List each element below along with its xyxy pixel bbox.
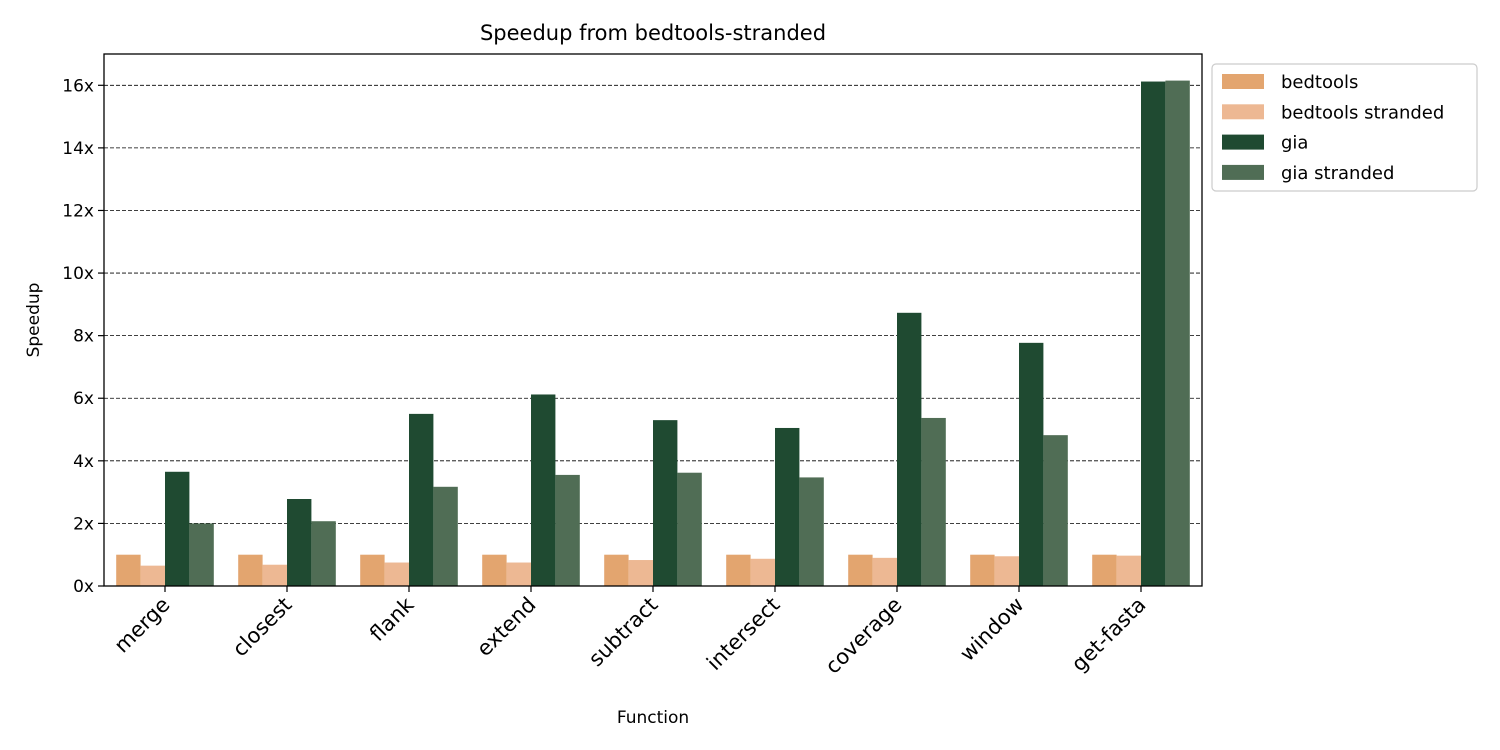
bar-bedtools-stranded-subtract [628, 560, 653, 586]
bar-bedtools-get-fasta [1092, 554, 1117, 586]
bar-bedtools-stranded-get-fasta [1116, 555, 1141, 586]
x-tick-label: get-fasta [1067, 593, 1151, 677]
y-tick-label: 10x [62, 264, 94, 284]
bar-bedtools-stranded-extend [506, 562, 531, 586]
bar-gia-stranded-extend [555, 474, 580, 586]
bar-bedtools-window [970, 554, 995, 586]
legend-swatch [1222, 164, 1264, 180]
y-tick-label: 6x [73, 389, 94, 409]
bars [116, 80, 1190, 587]
x-axis: merge closest flank extend subtract intersect… [110, 586, 1151, 678]
bar-bedtools-stranded-merge [140, 565, 165, 586]
legend-box [1211, 63, 1478, 192]
legend-label: bedtools stranded [1281, 102, 1444, 123]
bar-bedtools-stranded-window [994, 556, 1019, 586]
bar-gia-closest [287, 499, 312, 586]
y-tick-label: 4x [73, 452, 94, 472]
bar-bedtools-extend [482, 554, 507, 586]
x-tick-label: closest [228, 593, 297, 662]
legend-swatch [1222, 74, 1264, 89]
bar-bedtools-stranded-closest [262, 564, 287, 586]
bar-gia-coverage [897, 312, 922, 586]
legend-label: bedtools [1281, 72, 1358, 93]
bar-bedtools-stranded-flank [384, 562, 409, 586]
x-tick-label: merge [110, 593, 175, 658]
y-axis: 0x 2x 4x 6x 8x 10x 12x 14x 16x [62, 76, 104, 597]
bar-gia-stranded-intersect [799, 477, 824, 586]
bar-gia-intersect [775, 427, 800, 586]
bar-bedtools-closest [238, 554, 263, 586]
bar-gia-stranded-coverage [921, 417, 946, 586]
legend-swatch [1222, 104, 1264, 120]
bar-gia-window [1019, 342, 1044, 586]
bar-bedtools-intersect [726, 554, 751, 586]
bar-gia-subtract [653, 420, 678, 586]
x-tick-label: flank [365, 592, 419, 646]
bar-gia-stranded-closest [311, 521, 336, 586]
y-axis-label: Speedup [24, 283, 44, 358]
legend: bedtools bedtools stranded gia gia stranded [1211, 63, 1478, 192]
x-tick-label: window [955, 593, 1028, 666]
x-tick-label: intersect [702, 593, 784, 675]
bar-gia-stranded-merge [189, 523, 214, 586]
y-tick-label: 0x [73, 577, 94, 597]
bar-bedtools-subtract [604, 554, 629, 586]
bar-gia-merge [165, 471, 190, 586]
bar-gia-stranded-flank [433, 486, 458, 586]
x-tick-label: extend [472, 593, 540, 661]
bar-bedtools-merge [116, 554, 141, 586]
legend-label: gia stranded [1281, 163, 1394, 184]
bar-bedtools-coverage [848, 554, 873, 586]
bar-bedtools-flank [360, 554, 385, 586]
bar-gia-stranded-subtract [677, 472, 702, 586]
bar-gia-stranded-window [1043, 435, 1068, 586]
legend-label: gia [1281, 133, 1308, 154]
y-tick-label: 2x [73, 514, 94, 534]
grid-lines [104, 84, 1202, 524]
bar-bedtools-stranded-coverage [872, 557, 897, 586]
bar-gia-extend [531, 394, 556, 586]
bar-gia-stranded-get-fasta [1165, 80, 1190, 586]
y-tick-label: 14x [62, 139, 94, 159]
y-tick-label: 8x [73, 327, 94, 347]
bar-gia-get-fasta [1141, 81, 1166, 587]
x-axis-label: Function [617, 708, 689, 728]
x-tick-label: coverage [821, 593, 907, 679]
legend-swatch [1222, 134, 1264, 150]
y-tick-label: 12x [62, 201, 94, 221]
bar-bedtools-stranded-intersect [750, 558, 775, 586]
chart-title: Speedup from bedtools-stranded [480, 21, 826, 45]
x-tick-label: subtract [584, 593, 663, 672]
y-tick-label: 16x [62, 76, 94, 96]
bar-gia-flank [409, 413, 434, 586]
